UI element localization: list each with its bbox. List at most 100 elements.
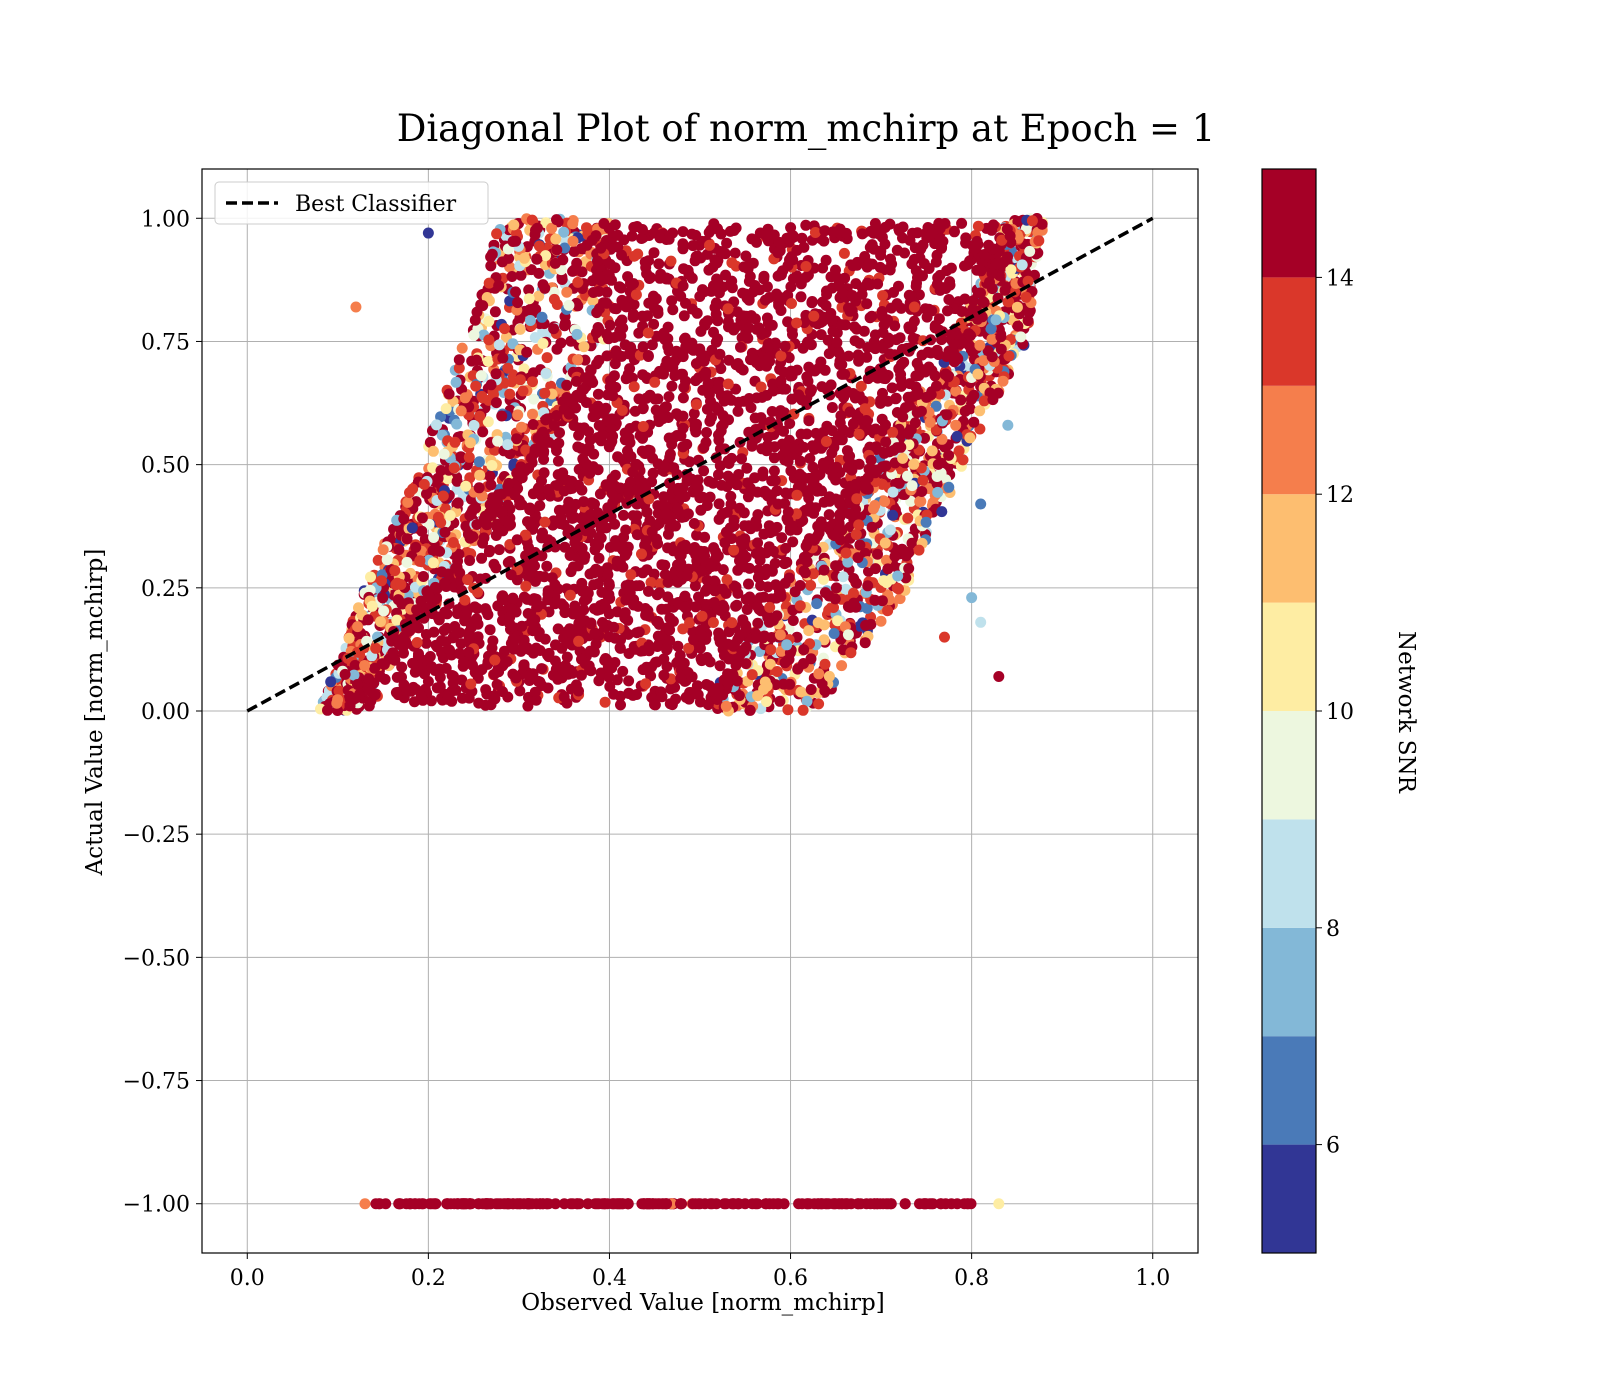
scatter-point (482, 355, 494, 367)
scatter-point (722, 303, 734, 315)
scatter-point (691, 680, 703, 692)
scatter-point (504, 555, 516, 567)
scatter-point (444, 510, 456, 521)
scatter-point (608, 332, 620, 343)
scatter-point (752, 601, 763, 612)
scatter-point (837, 571, 849, 583)
scatter-point (696, 655, 708, 667)
scatter-point (514, 374, 526, 386)
scatter-point (469, 667, 481, 678)
scatter-point (503, 477, 515, 489)
scatter-point (718, 649, 730, 661)
scatter-point (485, 379, 497, 391)
scatter-point (712, 315, 724, 327)
scatter-point (564, 483, 576, 495)
scatter-point (612, 241, 624, 253)
scatter-point (454, 648, 466, 660)
scatter-point (427, 462, 439, 474)
scatter-point (620, 373, 632, 385)
scatter-point (636, 224, 648, 235)
scatter-point (714, 443, 726, 455)
scatter-point (470, 380, 482, 392)
scatter-point (644, 445, 656, 457)
scatter-point (439, 526, 451, 538)
scatter-point (702, 699, 714, 711)
scatter-point (442, 473, 454, 485)
scatter-point (794, 580, 806, 591)
scatter-point (474, 410, 486, 422)
scatter-point (838, 247, 850, 259)
scatter-point (768, 452, 780, 464)
scatter-point (633, 327, 645, 339)
scatter-point (742, 332, 754, 344)
scatter-point (511, 534, 523, 546)
scatter-point (853, 390, 865, 401)
scatter-point (437, 490, 449, 502)
scatter-point (808, 568, 819, 580)
scatter-point (463, 451, 475, 463)
scatter-point (614, 482, 626, 494)
scatter-point (713, 513, 725, 525)
scatter-point (700, 679, 712, 690)
scatter-point (772, 498, 784, 510)
scatter-point (420, 637, 432, 649)
scatter-point (460, 480, 472, 492)
scatter-point (660, 508, 672, 520)
scatter-point (843, 452, 854, 464)
scatter-point (711, 273, 723, 285)
scatter-point (716, 479, 727, 491)
scatter-point (689, 580, 701, 592)
scatter-point (690, 601, 702, 613)
scatter-point (731, 599, 743, 611)
scatter-point (376, 575, 387, 587)
scatter-point (370, 642, 382, 654)
scatter-point (597, 617, 608, 628)
scatter-point (836, 319, 848, 331)
scatter-point (754, 592, 766, 604)
scatter-point (771, 288, 782, 300)
scatter-point (531, 222, 543, 234)
band-point (380, 1198, 392, 1210)
scatter-point (542, 483, 554, 495)
scatter-point (713, 469, 724, 481)
scatter-point (348, 669, 360, 681)
scatter-point (551, 244, 563, 256)
scatter-point (605, 511, 617, 523)
scatter-point (520, 580, 532, 592)
scatter-point (587, 295, 599, 307)
scatter-point (807, 461, 819, 473)
scatter-point (668, 356, 680, 368)
scatter-point (974, 339, 986, 351)
scatter-point (978, 249, 990, 260)
scatter-point (674, 649, 686, 661)
scatter-point (525, 452, 537, 464)
scatter-point (677, 392, 689, 404)
scatter-point (730, 222, 742, 234)
scatter-point (377, 544, 389, 556)
scatter-point (735, 341, 746, 353)
scatter-point (439, 577, 451, 589)
scatter-point (561, 651, 573, 663)
scatter-point (853, 519, 865, 531)
scatter-point (1003, 350, 1015, 362)
scatter-point (656, 691, 668, 703)
scatter-point (504, 611, 516, 623)
scatter-point (389, 565, 401, 577)
scatter-point (725, 473, 737, 485)
scatter-point (949, 356, 960, 368)
scatter-point (573, 635, 585, 647)
scatter-point (764, 658, 776, 670)
scatter-point (491, 665, 503, 677)
scatter-point (902, 470, 913, 482)
scatter-point (906, 480, 918, 492)
scatter-point (567, 218, 579, 230)
scatter-point (611, 606, 623, 618)
scatter-point (804, 386, 816, 398)
scatter-point (578, 496, 590, 508)
scatter-point (486, 248, 498, 260)
scatter-point (818, 573, 829, 585)
scatter-point (392, 634, 404, 646)
scatter-point (827, 325, 839, 337)
scatter-point (904, 378, 916, 390)
scatter-point (593, 539, 605, 551)
